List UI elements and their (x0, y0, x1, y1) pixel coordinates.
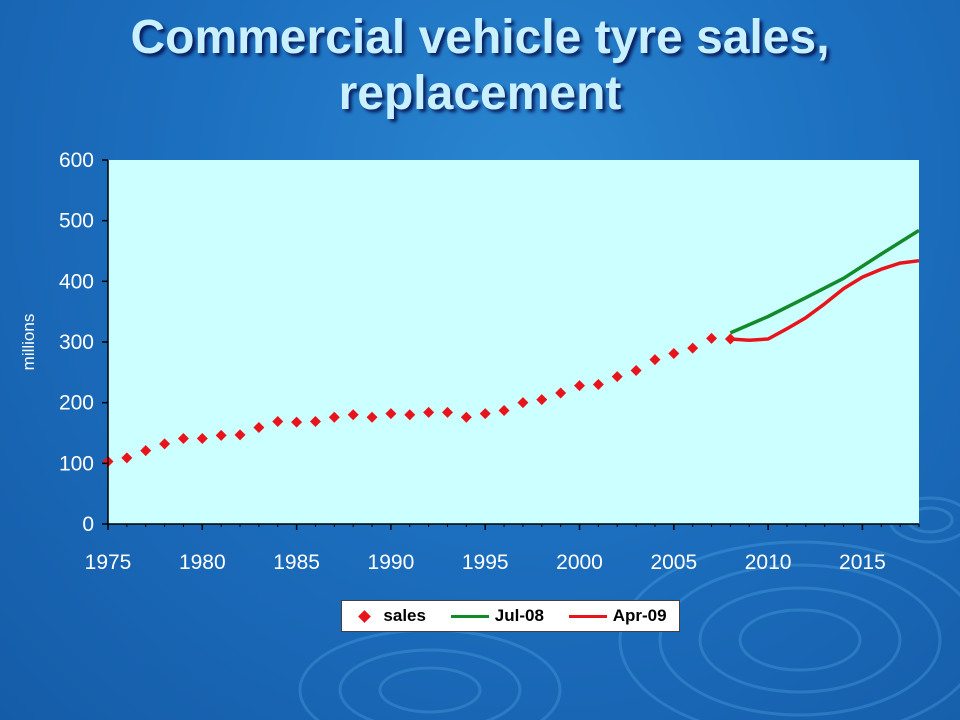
sales-point (140, 445, 152, 457)
legend-line-jul-08 (450, 614, 489, 618)
sales-point (253, 422, 265, 434)
sales-point (611, 371, 623, 383)
y-tick-label: 400 (59, 270, 94, 293)
sales-point (724, 333, 736, 345)
sales-point (404, 409, 416, 421)
sales-point (159, 438, 171, 450)
x-tick-label: 1990 (368, 551, 415, 574)
sales-point (630, 365, 642, 377)
sales-point (196, 432, 208, 444)
x-tick-label: 2010 (745, 551, 792, 574)
x-tick-label: 2005 (650, 551, 697, 574)
legend-marker-sales (358, 609, 372, 623)
x-tick-label: 2015 (839, 551, 886, 574)
legend-label-apr-09: Apr-09 (612, 606, 667, 625)
y-tick-label: 500 (59, 210, 94, 233)
sales-point (574, 380, 586, 392)
sales-point (687, 342, 699, 354)
x-tick-label: 1980 (179, 551, 226, 574)
x-tick-label: 1975 (85, 551, 132, 574)
sales-point (177, 432, 189, 444)
y-axis-label: millions (19, 314, 38, 371)
y-tick-label: 200 (59, 392, 94, 415)
series-line-jul-08 (729, 228, 920, 335)
sales-point (347, 409, 359, 421)
sales-point (291, 416, 303, 428)
sales-point (423, 406, 435, 418)
sales-point (272, 415, 284, 427)
sales-point (649, 354, 661, 366)
x-tick-label: 1995 (462, 551, 509, 574)
slide-title: Commercial vehicle tyre sales, replaceme… (0, 10, 960, 122)
x-tick-label: 1985 (273, 551, 320, 574)
chart-legend: sales Jul-08 Apr-09 (341, 600, 680, 632)
sales-point (555, 387, 567, 399)
sales-point (536, 394, 548, 406)
x-tick-label: 2000 (556, 551, 603, 574)
y-tick-label: 100 (59, 452, 94, 475)
legend-item-sales: sales (354, 606, 426, 626)
plot-area (108, 160, 919, 524)
sales-point (215, 429, 227, 441)
sales-point (592, 378, 604, 390)
y-tick-label: 300 (59, 331, 94, 354)
sales-point (328, 411, 340, 423)
sales-point (668, 348, 680, 360)
sales-point (385, 408, 397, 420)
title-line-2: replacement (338, 67, 622, 120)
legend-label-sales: sales (383, 606, 426, 625)
sales-point (366, 411, 378, 423)
sales-point (479, 408, 491, 420)
title-line-1: Commercial vehicle tyre sales, (130, 11, 830, 64)
sales-point (309, 415, 321, 427)
y-tick-label: 0 (82, 513, 94, 536)
sales-point (706, 332, 718, 344)
sales-point (234, 429, 246, 441)
legend-item-apr-09: Apr-09 (568, 606, 667, 626)
sales-point (121, 452, 133, 464)
sales-point (441, 406, 453, 418)
sales-point (498, 405, 510, 417)
sales-point (517, 397, 529, 409)
legend-item-jul-08: Jul-08 (450, 606, 544, 626)
legend-label-jul-08: Jul-08 (494, 606, 544, 625)
sales-point (460, 411, 472, 423)
legend-line-apr-09 (568, 614, 607, 618)
y-tick-label: 600 (59, 149, 94, 172)
series-line-apr-09 (730, 258, 920, 342)
